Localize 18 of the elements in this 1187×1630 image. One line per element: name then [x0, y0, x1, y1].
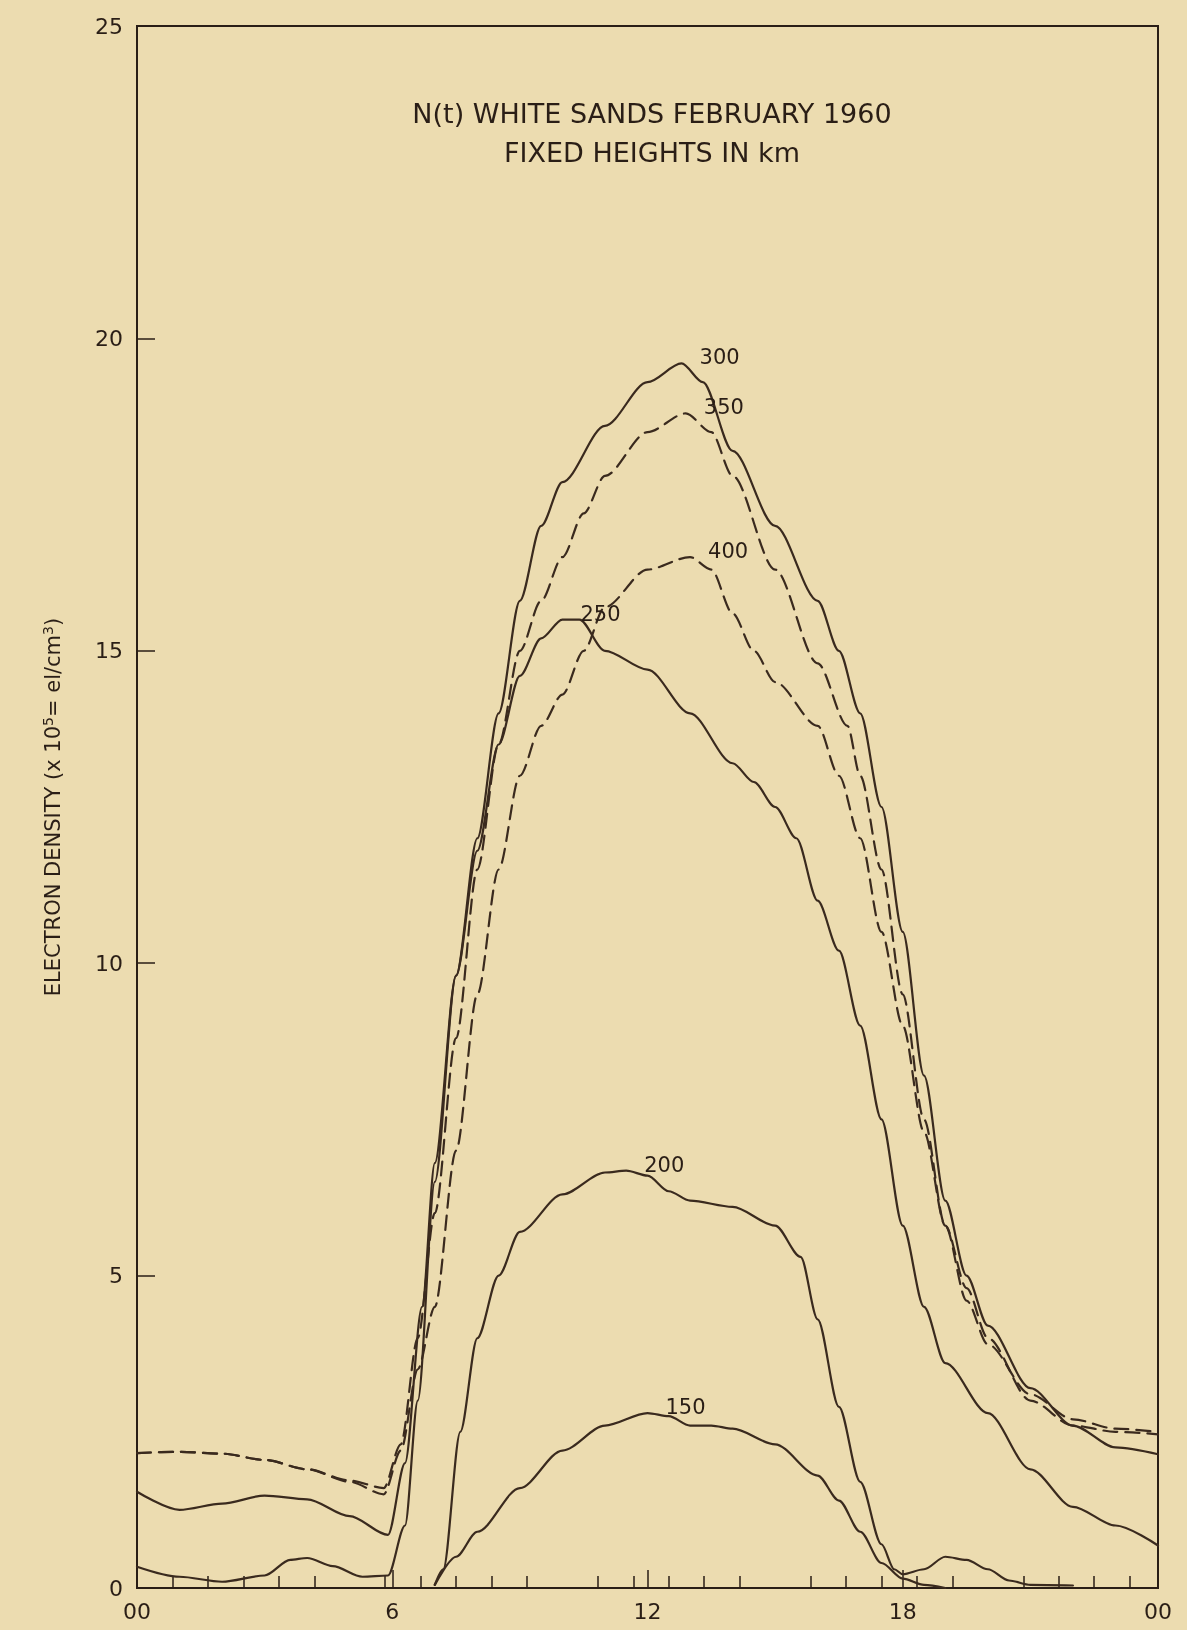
x-tick-label: 00 [1144, 1598, 1172, 1624]
y-axis-title: ELECTRON DENSITY (x 105= el/cm3) [40, 617, 65, 997]
text: N(t) WHITE SANDS FEBRUARY 1960 [412, 98, 892, 129]
x-tick-label: 18 [888, 1598, 917, 1624]
series-label: 400 [708, 539, 749, 564]
y-tick-label: 5 [109, 1263, 123, 1289]
series-label: 150 [665, 1395, 706, 1420]
x-tick-label: 12 [633, 1598, 662, 1624]
y-tick-label: 15 [95, 638, 123, 664]
y-tick-label: 20 [95, 325, 123, 351]
y-tick-label: 25 [95, 13, 123, 39]
y-tick-label: 0 [109, 1575, 123, 1601]
series-label: 300 [699, 345, 740, 370]
text: FIXED HEIGHTS IN km [504, 137, 800, 168]
x-tick-label: 00 [123, 1598, 151, 1624]
series-label: 200 [644, 1152, 685, 1177]
y-tick-label: 10 [95, 950, 123, 976]
x-tick-label: 6 [385, 1598, 400, 1624]
